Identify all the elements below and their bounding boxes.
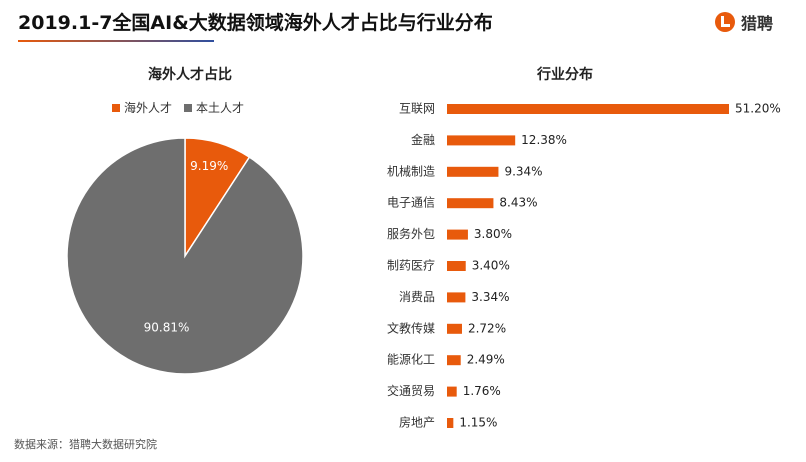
- page-title: 2019.1-7全国AI&大数据领域海外人才占比与行业分布: [18, 12, 493, 34]
- bar-value-label-6: 3.34%: [471, 290, 509, 304]
- bar-category-label-10: 房地产: [399, 415, 435, 430]
- bar-chart-title: 行业分布: [537, 67, 593, 83]
- brand-logo: 猎聘: [715, 10, 773, 34]
- bar-category-label-3: 电子通信: [387, 196, 435, 210]
- bar-category-label-4: 服务外包: [387, 226, 435, 241]
- bar-category-label-8: 能源化工: [387, 353, 435, 367]
- bar-value-label-0: 51.20%: [735, 102, 781, 116]
- bar-value-label-4: 3.80%: [474, 227, 512, 241]
- legend-item-local: 本土人才: [184, 99, 244, 116]
- bar-5: [447, 261, 466, 271]
- title-underline: [18, 40, 214, 42]
- bar-category-label-0: 互联网: [399, 102, 435, 116]
- bar-7: [447, 323, 462, 334]
- bar-value-label-8: 2.49%: [467, 353, 505, 367]
- legend-label-local: 本土人才: [196, 101, 245, 115]
- bar-category-label-6: 消费品: [399, 290, 435, 304]
- bar-value-label-9: 1.76%: [463, 384, 501, 398]
- legend-swatch-local: [184, 103, 193, 112]
- bar-value-label-5: 3.40%: [472, 259, 510, 273]
- bar-value-label-1: 12.38%: [521, 133, 567, 147]
- bar-value-label-10: 1.15%: [459, 416, 497, 430]
- bar-0: [447, 104, 729, 114]
- pie-chart-title: 海外人才占比: [148, 67, 232, 83]
- pie-slice-1: [66, 137, 304, 375]
- bar-6: [447, 292, 466, 303]
- logo-text: 猎聘: [741, 14, 774, 33]
- bar-category-label-2: 机械制造: [387, 163, 435, 178]
- legend-item-overseas: 海外人才: [112, 99, 172, 116]
- pie-slice-label-1: 90.81%: [144, 321, 190, 335]
- bar-category-label-9: 交通贸易: [387, 383, 435, 398]
- bar-value-label-2: 9.34%: [504, 164, 542, 178]
- bar-4: [447, 229, 468, 240]
- bar-3: [447, 198, 494, 209]
- bar-value-label-7: 2.72%: [468, 321, 506, 335]
- pie-chart: 9.19% 90.81%: [66, 137, 304, 375]
- bar-category-label-5: 制药医疗: [387, 259, 435, 273]
- bar-category-label-7: 文教传媒: [387, 320, 435, 335]
- bar-chart: 互联网 51.20% 金融 12.38% 机械制造 9.34% 电子通信 8.43% 服务外包 3…: [387, 102, 781, 430]
- bar-10: [447, 418, 454, 428]
- legend-label-overseas: 海外人才: [124, 101, 173, 115]
- bar-value-label-3: 8.43%: [499, 196, 537, 210]
- bar-category-label-1: 金融: [411, 132, 435, 147]
- bar-2: [447, 166, 499, 177]
- bar-1: [447, 135, 516, 146]
- pie-legend: 海外人才 本土人才: [112, 99, 244, 116]
- pie-slice-label-0: 9.19%: [190, 159, 228, 173]
- bar-8: [447, 355, 461, 366]
- data-source-note: 数据来源：猎聘大数据研究院: [14, 438, 157, 451]
- legend-swatch-overseas: [112, 103, 120, 112]
- liepin-logo-icon: [715, 12, 735, 32]
- bar-9: [447, 386, 457, 397]
